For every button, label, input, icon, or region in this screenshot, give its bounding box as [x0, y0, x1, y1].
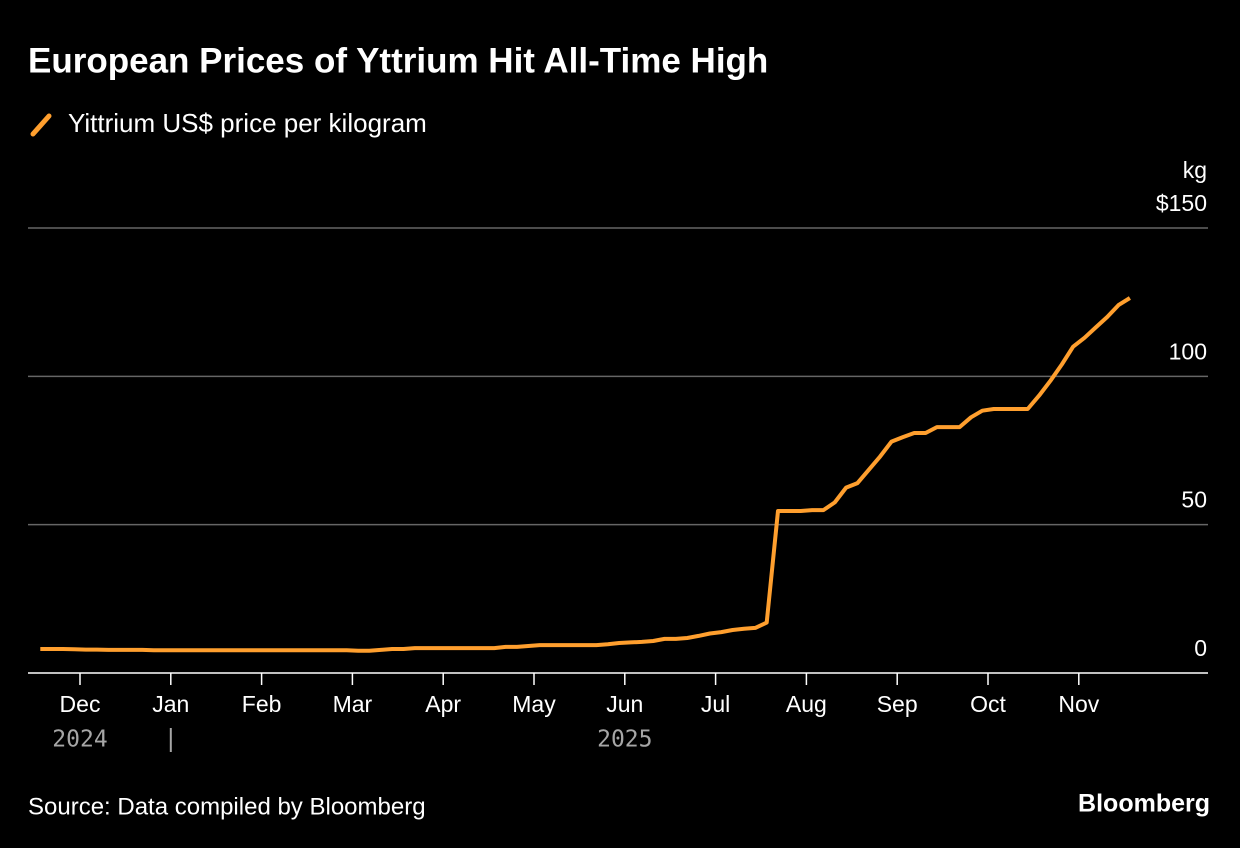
x-year-label: 2024	[52, 727, 107, 753]
brand: Bloomberg	[1078, 790, 1210, 818]
x-tick-label: Apr	[425, 691, 461, 717]
x-tick-label: Jun	[606, 691, 643, 717]
source-note: Source: Data compiled by Bloomberg	[28, 793, 426, 820]
legend-swatch	[30, 113, 52, 137]
x-tick-label: Mar	[333, 691, 373, 717]
x-year-label: 2025	[597, 727, 652, 753]
y-tick-label: $150	[1156, 190, 1207, 216]
x-tick-label: Dec	[60, 691, 101, 717]
x-tick-label: Aug	[786, 691, 827, 717]
x-tick-label: Sep	[877, 691, 918, 717]
price-line	[40, 296, 1131, 653]
chart-title: European Prices of Yttrium Hit All-Time …	[28, 41, 768, 80]
x-tick-label: May	[512, 691, 556, 717]
y-tick-label: 0	[1194, 635, 1207, 661]
x-tick-label: Jan	[152, 691, 189, 717]
y-tick-label: 100	[1169, 338, 1207, 364]
x-tick-label: Nov	[1058, 691, 1099, 717]
x-tick-label: Feb	[242, 691, 282, 717]
y-tick-label: 50	[1181, 487, 1207, 513]
x-tick-label: Jul	[701, 691, 730, 717]
x-tick-label: Oct	[970, 691, 1006, 717]
legend-label: Yittrium US$ price per kilogram	[68, 108, 427, 138]
y-unit-label: kg	[1183, 157, 1207, 183]
